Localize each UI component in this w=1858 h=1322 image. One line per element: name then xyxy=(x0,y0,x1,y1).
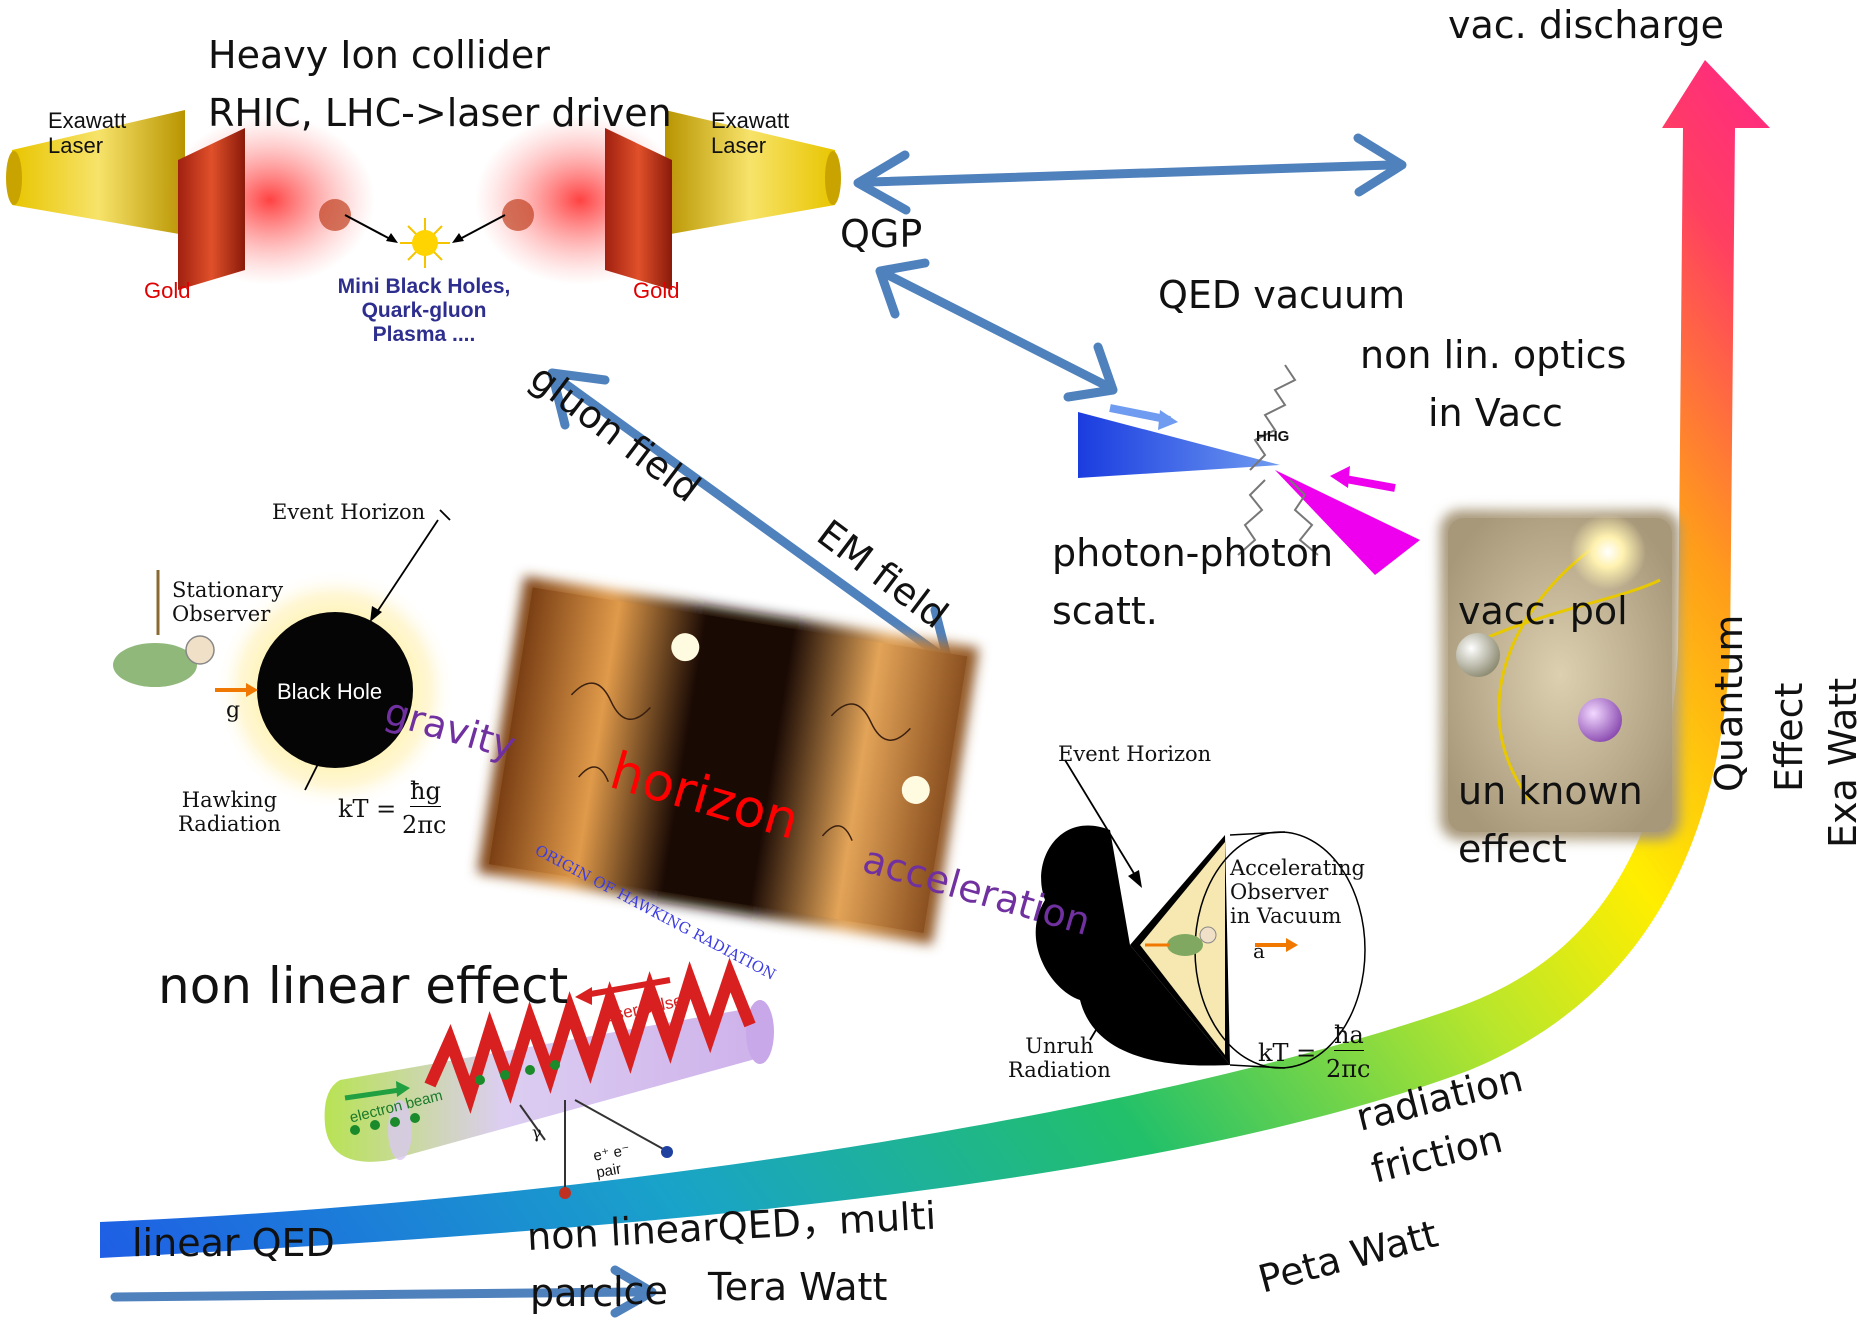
vacuum-polarization-picture xyxy=(1440,510,1680,840)
stationary-observer-label: Stationary Observer xyxy=(172,578,284,627)
scatt-label: scatt. xyxy=(1052,589,1158,633)
linear-qed-label: linear QED xyxy=(132,1221,335,1265)
event-horizon-right-label: Event Horizon xyxy=(1058,742,1212,766)
in-vacc-label: in Vacc xyxy=(1428,391,1563,435)
unruh-illustration xyxy=(1035,759,1366,1069)
vac-discharge-label: vac. discharge xyxy=(1448,3,1725,47)
pair-label: e⁺ e⁻ pair xyxy=(592,1141,632,1182)
exawatt-laser-right-label: Exawatt Laser xyxy=(711,108,790,159)
qgp-label: QGP xyxy=(840,212,923,256)
kt-right-lhs: kT = xyxy=(1258,1039,1317,1067)
unruh-radiation-label: Unruh Radiation xyxy=(1008,1034,1111,1083)
exawatt-laser-left-label: Exawatt Laser xyxy=(48,108,127,159)
gamma-label: γ xyxy=(532,1123,542,1142)
gold-right-label: Gold xyxy=(633,278,680,303)
kt-left-numerator: ħg xyxy=(410,777,441,807)
effect-vertical-label: Effect xyxy=(1767,682,1811,792)
hhg-label: HHG xyxy=(1256,428,1290,445)
black-hole-label: Black Hole xyxy=(277,679,383,704)
qed-vacuum-label: QED vacuum xyxy=(1158,273,1406,317)
non-linear-effect-label: non linear effect xyxy=(158,957,569,1015)
qgp-qed-vacuum-arrow xyxy=(875,258,1118,402)
parcl-label: parcl xyxy=(530,1271,624,1315)
kt-right-numerator: ħa xyxy=(1334,1021,1364,1051)
tera-watt-arrow xyxy=(110,1287,645,1302)
kt-left-lhs: kT = xyxy=(338,795,397,823)
accelerating-observer-label: Accelerating Observer in Vacuum xyxy=(1230,856,1365,929)
gold-left-label: Gold xyxy=(144,278,191,303)
tera-watt-label: Tera Watt xyxy=(708,1265,888,1309)
quantum-vertical-label: Quantum xyxy=(1707,614,1751,792)
horizon-picture xyxy=(477,576,979,945)
mini-black-holes-label: Mini Black Holes, Quark-gluon Plasma ...… xyxy=(337,275,511,347)
ice-label: ice xyxy=(613,1269,668,1313)
vacc-pol-label: vacc. pol xyxy=(1458,589,1628,633)
kt-right-denominator: 2πc xyxy=(1326,1055,1371,1083)
tera-watt-arrow-head xyxy=(610,1265,657,1318)
photon-photon-illustration xyxy=(1078,364,1420,575)
a-symbol-label: a xyxy=(1253,939,1265,963)
qgp-vac-discharge-arrow xyxy=(853,133,1407,215)
effect-label: effect xyxy=(1458,827,1567,871)
exa-watt-vertical-label: Exa Watt xyxy=(1821,677,1858,848)
non-lin-optics-label: non lin. optics xyxy=(1360,333,1627,377)
heavy-ion-collider-label: Heavy Ion collider xyxy=(208,33,550,77)
laser-electron-illustration xyxy=(324,957,774,1199)
g-symbol-label: g xyxy=(226,698,241,723)
event-horizon-left-label: Event Horizon xyxy=(272,500,426,524)
heavy-ion-collider-illustration xyxy=(6,110,841,290)
kt-left-denominator: 2πc xyxy=(402,811,447,839)
un-known-label: un known xyxy=(1458,769,1643,813)
rhic-lhc-label: RHIC, LHC->laser driven xyxy=(208,91,672,135)
hawking-radiation-label: Hawking Radiation xyxy=(178,788,281,837)
photon-photon-label: photon-photon xyxy=(1052,531,1334,575)
black-hole-illustration xyxy=(113,509,455,810)
